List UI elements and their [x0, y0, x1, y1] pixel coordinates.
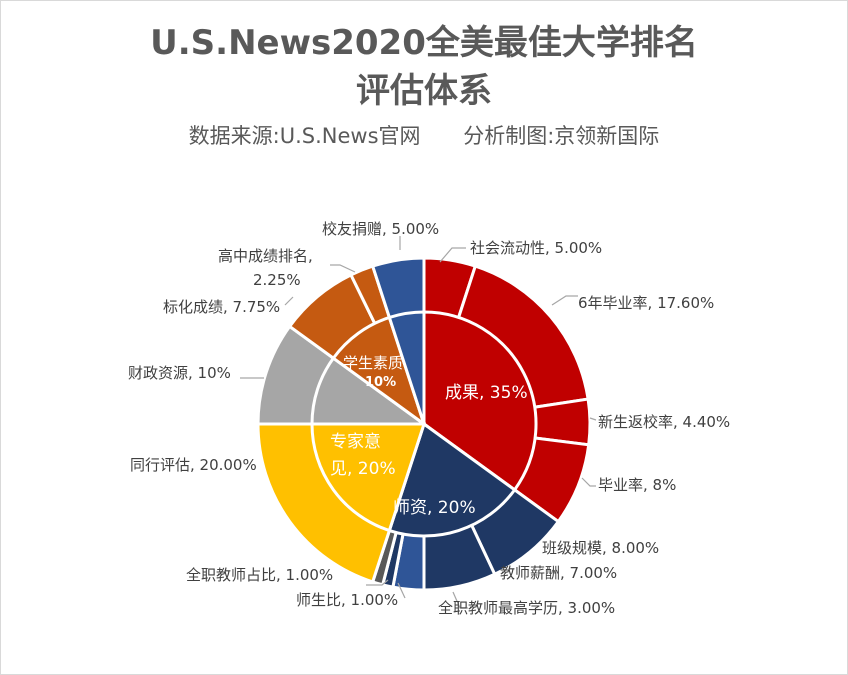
label-retention: 新生返校率, 4.40% — [598, 413, 730, 431]
label-financial-resources: 财政资源, 10% — [128, 364, 231, 382]
label-expert-line1: 专家意 — [330, 432, 381, 452]
chart-subtitle: 数据来源:U.S.News官网 分析制图:京领新国际 — [0, 120, 848, 150]
chart-title-line1: U.S.News2020全美最佳大学排名 — [150, 23, 698, 63]
label-faculty-degree: 全职教师最高学历, 3.00% — [438, 599, 615, 617]
label-peer-assessment: 同行评估, 20.00% — [130, 456, 257, 474]
label-faculty: 师资, 20% — [393, 498, 476, 518]
label-student-line2: 10% — [365, 375, 396, 390]
label-test-scores: 标化成绩, 7.75% — [163, 298, 280, 316]
slice-1 — [387, 421, 517, 538]
label-alumni-giving: 校友捐赠, 5.00% — [322, 220, 439, 238]
leader-lines — [240, 236, 597, 609]
label-student-line1: 学生素质 — [343, 354, 403, 372]
slice-0 — [422, 310, 538, 492]
label-faculty-salary: 教师薪酬, 7.00% — [500, 564, 617, 582]
source-text: 数据来源:U.S.News官网 — [188, 124, 421, 148]
slice-2 — [310, 422, 427, 533]
label-expert-line2: 见, 20% — [330, 459, 396, 479]
label-hs-rank-line2: 2.25% — [253, 271, 301, 289]
label-hs-rank-line1: 高中成绩排名, — [218, 247, 313, 265]
label-6yr-graduation: 6年毕业率, 17.60% — [578, 294, 714, 312]
author-text: 分析制图:京领新国际 — [463, 124, 660, 148]
label-graduation-rate: 毕业率, 8% — [598, 476, 676, 494]
chart-title-line2: 评估体系 — [356, 71, 492, 111]
label-outcomes: 成果, 35% — [445, 383, 528, 403]
label-social-mobility: 社会流动性, 5.00% — [470, 239, 602, 257]
slice-5 — [387, 310, 426, 425]
inner-ring — [310, 310, 538, 538]
label-fulltime-faculty: 全职教师占比, 1.00% — [186, 566, 333, 584]
label-student-faculty-ratio: 师生比, 1.00% — [296, 591, 398, 609]
label-class-size: 班级规模, 8.00% — [542, 539, 659, 557]
